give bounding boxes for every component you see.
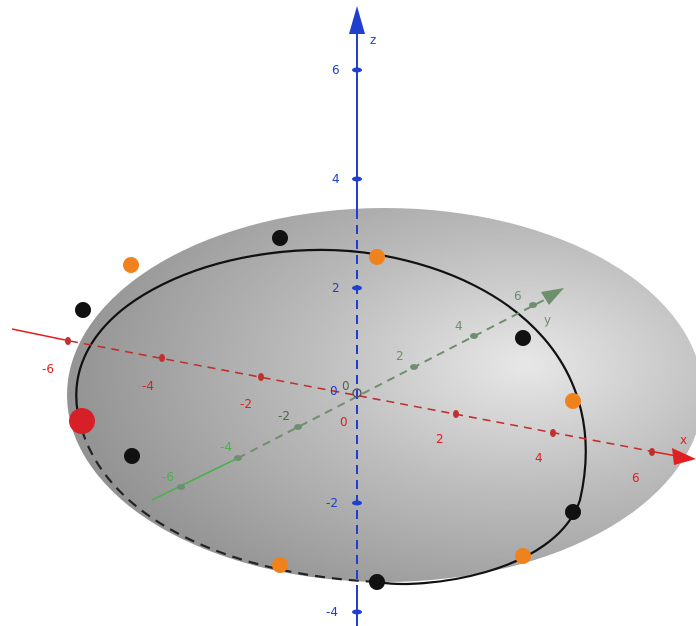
point-black[interactable]: [515, 330, 531, 346]
z-axis-arrow-icon: [349, 6, 365, 34]
x-tick-label: 2: [436, 432, 444, 446]
y-tick-label: -6: [162, 470, 174, 484]
point-red[interactable]: [69, 408, 95, 434]
point-orange[interactable]: [123, 257, 139, 273]
origin-label: 0: [340, 415, 348, 429]
point-orange[interactable]: [515, 548, 531, 564]
z-tick-label: 4: [332, 172, 340, 186]
z-tick-label: -2: [326, 496, 338, 510]
point-black[interactable]: [565, 504, 581, 520]
y-axis-dashed: [237, 297, 549, 459]
z-tick-label: -4: [326, 605, 338, 619]
y-tick-label: 4: [455, 319, 463, 333]
z-axis-ticks: [352, 67, 362, 615]
x-tick-label: 4: [535, 451, 543, 465]
x-axis-solid-left: [11, 328, 71, 342]
z-axis-label: z: [370, 33, 376, 47]
point-black[interactable]: [272, 230, 288, 246]
origin-label: 0: [330, 384, 338, 398]
y-axis-ticks: [177, 302, 537, 490]
y-axis-solid-front: [151, 457, 239, 501]
point-orange[interactable]: [272, 557, 288, 573]
y-tick-label: -4: [220, 440, 232, 454]
x-axis-label: x: [680, 433, 687, 447]
ellipse-curve-dashed[interactable]: [80, 429, 379, 584]
black-points[interactable]: [75, 230, 581, 590]
origin-label: 0: [342, 379, 350, 393]
x-tick-label: -4: [142, 379, 154, 393]
x-axis-dashed: [69, 340, 656, 453]
x-tick-label: -2: [240, 397, 252, 411]
ellipsoid-surface[interactable]: [67, 208, 696, 582]
x-axis-ticks: [65, 337, 655, 456]
ellipse-curve-solid[interactable]: [75, 248, 587, 585]
x-tick-label: -6: [42, 362, 54, 376]
y-axis-label: y: [544, 313, 551, 327]
x-axis-arrow-icon: [672, 448, 696, 465]
z-tick-label: 6: [332, 63, 340, 77]
x-tick-label: 6: [632, 471, 640, 485]
y-tick-label: 2: [396, 349, 404, 363]
origin-point: [352, 388, 362, 398]
orange-points[interactable]: [123, 249, 581, 573]
point-orange[interactable]: [565, 393, 581, 409]
point-black[interactable]: [124, 448, 140, 464]
y-axis-arrow-icon: [541, 288, 564, 305]
y-tick-label: -2: [278, 409, 290, 423]
z-tick-label: 2: [332, 281, 340, 295]
y-tick-label: 6: [514, 289, 522, 303]
point-orange[interactable]: [369, 249, 385, 265]
point-black[interactable]: [369, 574, 385, 590]
point-black[interactable]: [75, 302, 91, 318]
